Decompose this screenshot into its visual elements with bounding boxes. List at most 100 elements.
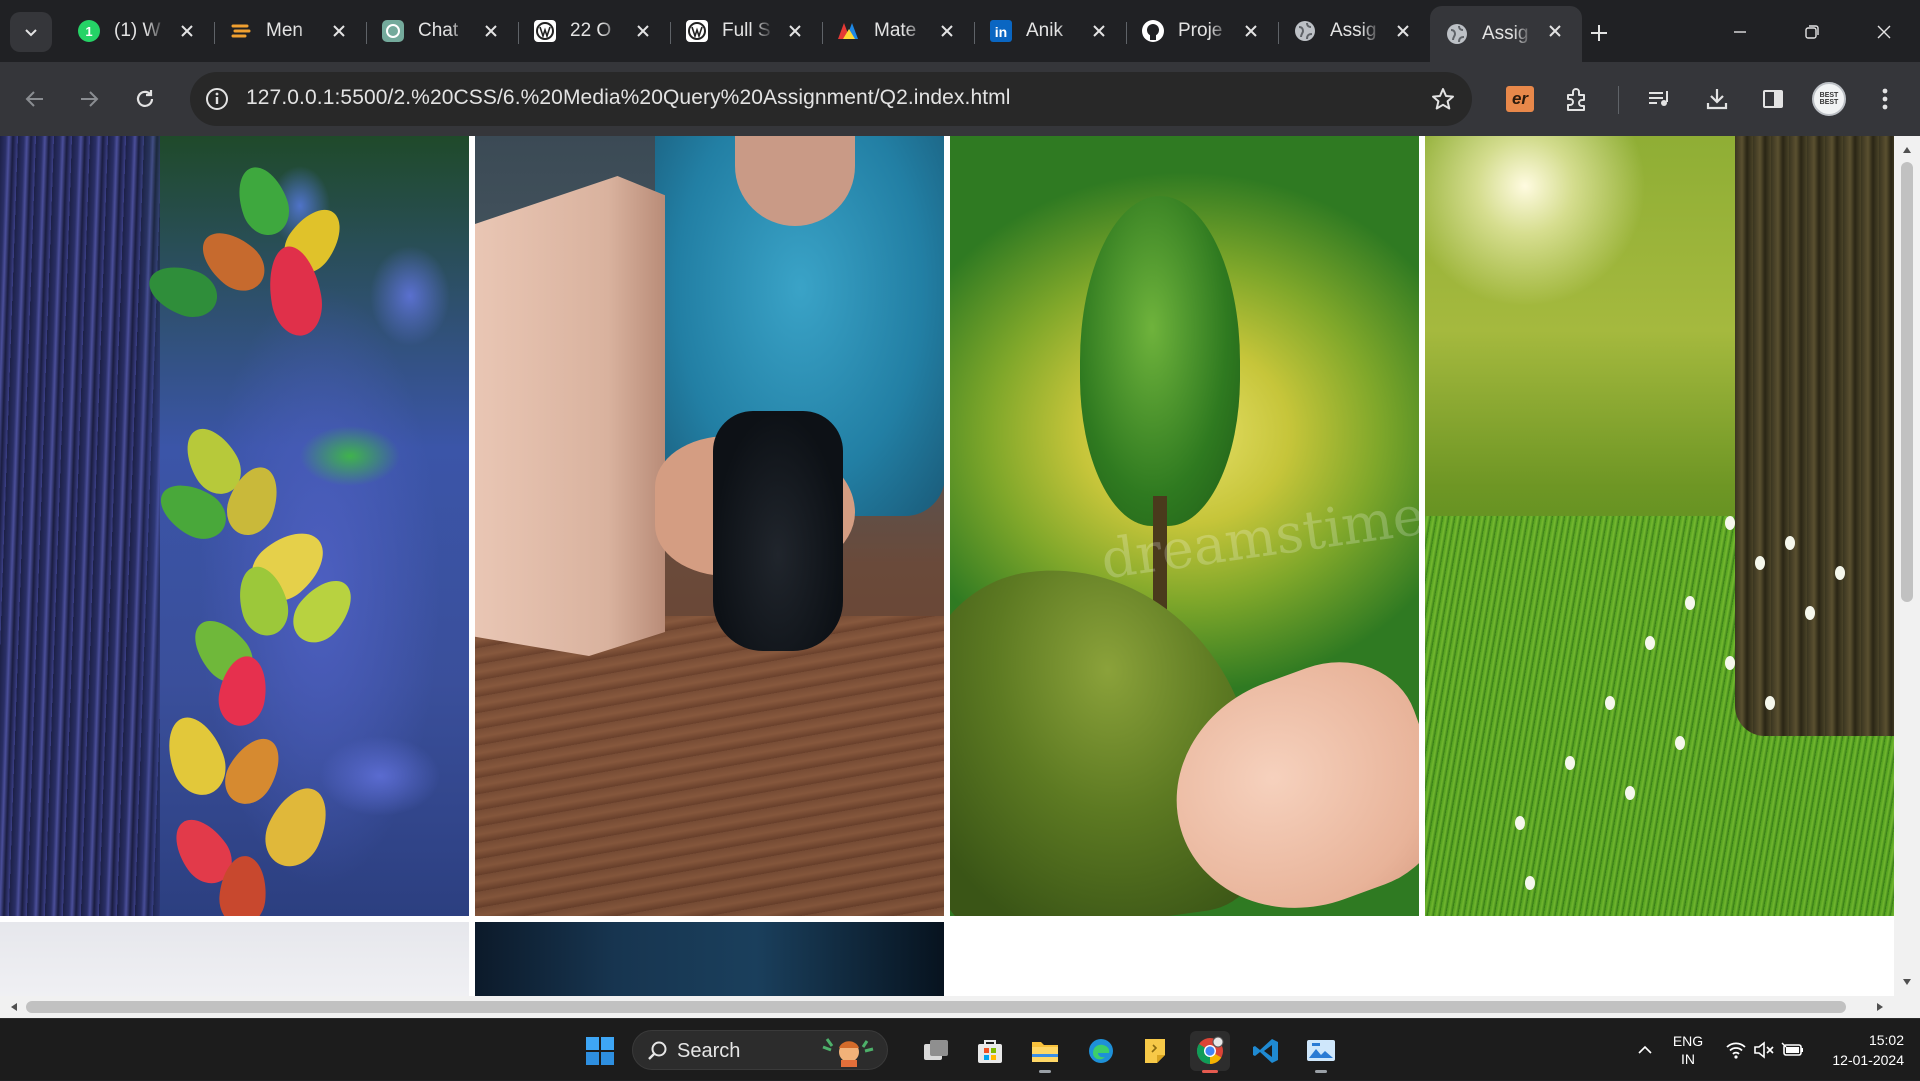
scroll-up-icon[interactable] [1901, 144, 1913, 156]
material-icon [836, 18, 862, 44]
close-tab-icon[interactable] [480, 20, 502, 42]
forward-button[interactable] [72, 82, 106, 116]
tab-search-button[interactable] [10, 12, 52, 52]
tree-bark [0, 136, 160, 916]
leaf [229, 160, 297, 242]
media-controls-icon[interactable] [1642, 82, 1676, 116]
github-icon [1140, 18, 1166, 44]
minimize-button[interactable] [1710, 12, 1770, 52]
scroll-left-icon[interactable] [8, 1001, 20, 1013]
close-tab-icon[interactable] [784, 20, 806, 42]
battery-icon[interactable] [1778, 1019, 1808, 1081]
close-tab-icon[interactable] [1544, 20, 1566, 42]
close-tab-icon[interactable] [1240, 20, 1262, 42]
er-extension-icon[interactable]: er [1506, 86, 1534, 112]
tab-title: 22 O [570, 20, 612, 41]
running-indicator [1202, 1070, 1218, 1073]
new-tab-button[interactable] [1582, 18, 1616, 48]
minimize-icon [1734, 31, 1746, 33]
search-icon [648, 1041, 667, 1060]
scroll-down-icon[interactable] [1901, 976, 1913, 988]
horizontal-scrollbar[interactable] [0, 996, 1894, 1018]
close-tab-icon[interactable] [176, 20, 198, 42]
tree-trunk [1153, 496, 1167, 616]
tab-whatsapp[interactable]: 1 (1) W [62, 6, 214, 56]
plus-icon [1591, 25, 1607, 41]
tab-wordpress-2[interactable]: Full S [670, 6, 822, 56]
profile-avatar[interactable]: BEST BEST [1812, 82, 1846, 116]
tab-title: (1) W [114, 20, 161, 41]
language-indicator[interactable]: ENG IN [1668, 1019, 1708, 1081]
flower [1765, 696, 1775, 710]
camera [713, 411, 843, 651]
tab-title: Assig [1330, 20, 1377, 41]
restore-button[interactable] [1782, 12, 1842, 52]
reload-icon [136, 90, 154, 107]
vscode-icon[interactable] [1246, 1031, 1286, 1071]
restore-icon [1805, 25, 1819, 39]
speaker-muted-icon[interactable] [1750, 1019, 1778, 1081]
scroll-right-icon[interactable] [1874, 1001, 1886, 1013]
flower [1565, 756, 1575, 770]
tab-title: Men [266, 20, 303, 41]
tab-wordpress-1[interactable]: 22 O [518, 6, 670, 56]
wooden-table [475, 616, 944, 916]
close-tab-icon[interactable] [328, 20, 350, 42]
browser-menu-button[interactable] [1868, 82, 1902, 116]
arrow-right-icon [81, 91, 99, 107]
close-tab-icon[interactable] [1088, 20, 1110, 42]
close-window-button[interactable] [1854, 12, 1914, 52]
windows-taskbar: Search ENG IN 15:02 [0, 1018, 1920, 1080]
download-icon[interactable] [1700, 82, 1734, 116]
address-bar[interactable]: 127.0.0.1:5500/2.%20CSS/6.%20Media%20Que… [190, 72, 1472, 126]
close-tab-icon[interactable] [936, 20, 958, 42]
url-text[interactable]: 127.0.0.1:5500/2.%20CSS/6.%20Media%20Que… [246, 86, 1011, 109]
flower [1785, 536, 1795, 550]
close-icon [1877, 25, 1891, 39]
leaf [255, 778, 339, 876]
er-extension-label: er [1511, 89, 1529, 108]
windows-logo-icon [586, 1037, 614, 1065]
edge-browser-icon[interactable] [1081, 1031, 1121, 1071]
flower [1685, 596, 1695, 610]
vertical-scrollbar[interactable] [1894, 136, 1920, 996]
site-info-icon[interactable] [200, 82, 234, 116]
file-explorer-icon[interactable] [1025, 1031, 1065, 1073]
flower [1805, 606, 1815, 620]
flower [1605, 696, 1615, 710]
language-line2: IN [1681, 1051, 1695, 1067]
sticky-notes-icon[interactable] [1135, 1031, 1175, 1071]
bookmark-star-icon[interactable] [1428, 84, 1458, 114]
side-panel-icon[interactable] [1756, 82, 1790, 116]
system-clock[interactable]: 15:02 12-01-2024 [1812, 1019, 1912, 1081]
tab-material[interactable]: Mate [822, 6, 974, 56]
microsoft-store-icon[interactable] [970, 1031, 1010, 1071]
task-view-icon[interactable] [916, 1031, 956, 1071]
start-button[interactable] [580, 1031, 620, 1071]
tab-github[interactable]: Proje [1126, 6, 1278, 56]
tab-chatgpt[interactable]: Chat [366, 6, 518, 56]
tab-linkedin[interactable]: in Anik [974, 6, 1126, 56]
flower [1835, 566, 1845, 580]
reload-button[interactable] [128, 82, 162, 116]
wifi-icon[interactable] [1722, 1019, 1750, 1081]
laptop-camera-photo [475, 136, 944, 916]
tab-title: Proje [1178, 20, 1223, 41]
horizontal-scroll-thumb[interactable] [26, 1001, 1846, 1013]
tab-title: Assig [1482, 23, 1529, 44]
back-button[interactable] [18, 82, 52, 116]
tab-menu-app[interactable]: Men [214, 6, 366, 56]
wordpress-icon [532, 18, 558, 44]
tab-assignment-1[interactable]: Assig [1278, 6, 1430, 56]
tab-assignment-active[interactable]: Assig [1430, 6, 1582, 62]
image-gallery: dreamstime [0, 136, 1894, 996]
extensions-puzzle-icon[interactable] [1560, 82, 1594, 116]
close-tab-icon[interactable] [632, 20, 654, 42]
image-viewer-icon[interactable] [1301, 1031, 1341, 1073]
show-hidden-icons-chevron-icon[interactable] [1630, 1019, 1660, 1081]
taskbar-search[interactable]: Search [632, 1030, 888, 1070]
vertical-scroll-thumb[interactable] [1901, 162, 1913, 602]
chrome-icon[interactable] [1190, 1031, 1230, 1073]
close-tab-icon[interactable] [1392, 20, 1414, 42]
leaf [157, 709, 235, 803]
